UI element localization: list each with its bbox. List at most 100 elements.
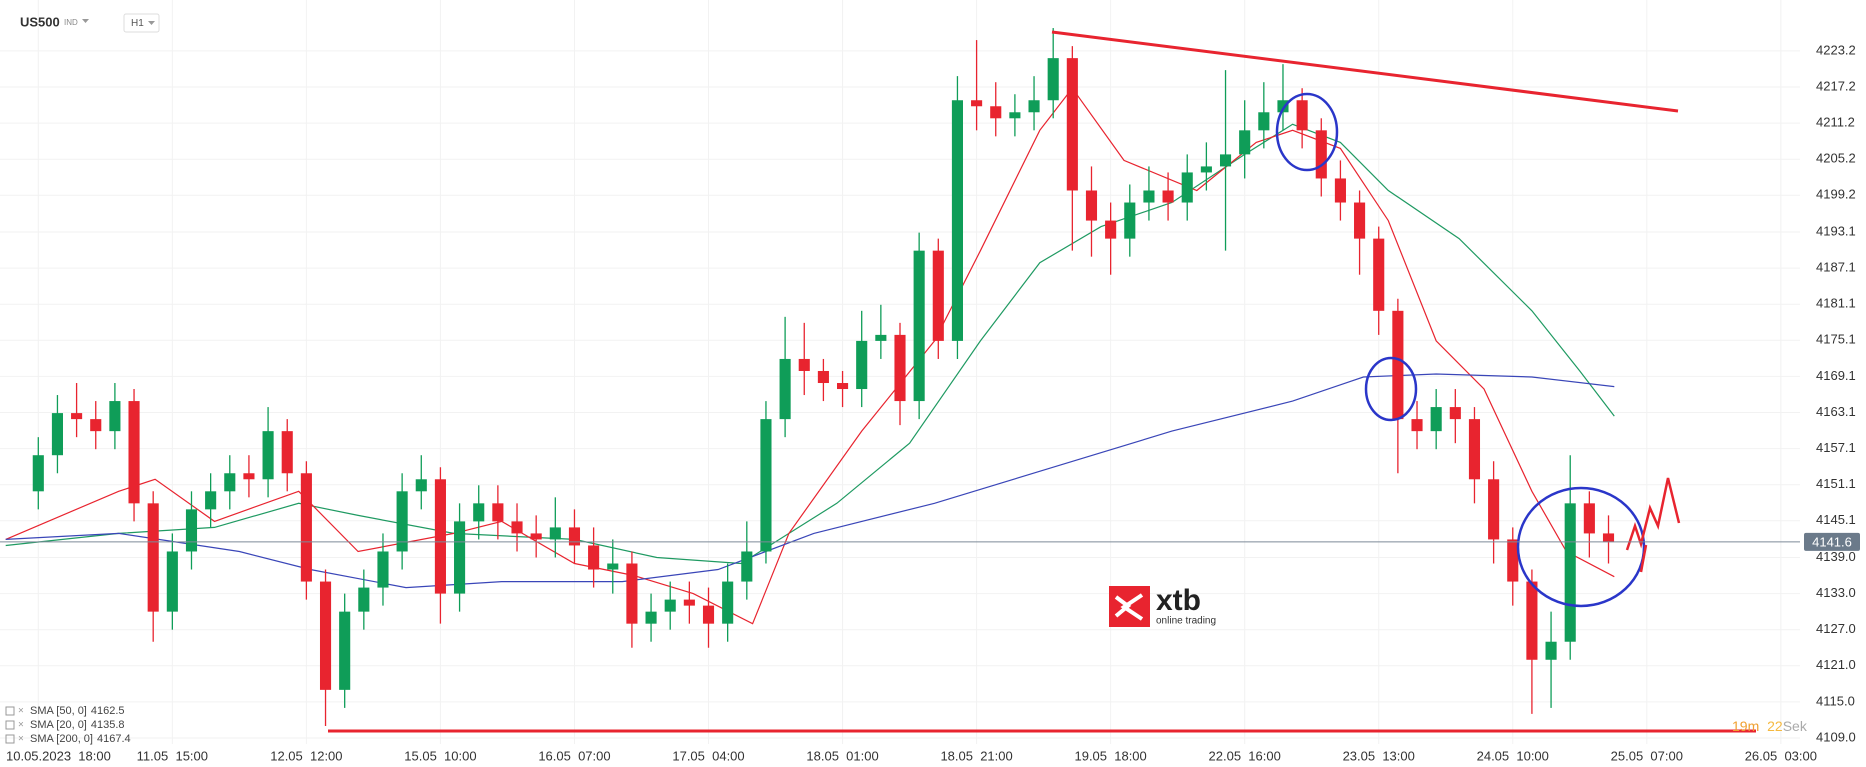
candle-body — [1028, 100, 1040, 113]
axes: 4109.0 4115.0 4121.0 4127.0 4133.0 4139.0 4145… — [6, 42, 1856, 763]
candle-body — [1583, 503, 1595, 534]
legend-name: SMA [50, 0] — [30, 705, 87, 717]
x-tick-label: 18.05 21:00 — [940, 748, 1012, 763]
x-tick-label: 23.05 13:00 — [1343, 748, 1415, 763]
candle-body — [932, 250, 944, 341]
y-tick-label: 4187.1 — [1816, 260, 1856, 275]
legend-close: × — [18, 734, 24, 745]
candle-body — [1085, 190, 1098, 221]
candle-body — [1009, 112, 1021, 119]
y-tick-label: 4223.2 — [1816, 42, 1856, 57]
countdown-unit: Sek — [1783, 718, 1808, 734]
moving-average-line — [5, 373, 1615, 589]
candle-body — [1373, 238, 1385, 311]
candle-body — [1392, 310, 1404, 420]
candle-body — [1411, 419, 1423, 432]
candle-body — [1449, 407, 1461, 420]
legend-value: 4135.8 — [91, 719, 125, 731]
y-tick-label: 4139.0 — [1816, 549, 1856, 564]
candle-body — [856, 340, 868, 390]
moving-average-line — [5, 123, 1615, 565]
price-tag: 4141.6 — [1804, 532, 1860, 551]
candle-body — [607, 563, 619, 570]
legend-value: 4162.5 — [91, 705, 125, 717]
candle-body — [817, 370, 829, 384]
candle-body — [1354, 202, 1366, 239]
y-tick-label: 4109.0 — [1816, 729, 1856, 744]
candle-body — [568, 527, 581, 546]
timeframe-button[interactable] — [123, 13, 160, 33]
y-tick-label: 4205.2 — [1816, 151, 1856, 166]
y-tick-label: 4115.0 — [1816, 693, 1855, 708]
y-tick-label: 4199.2 — [1816, 187, 1856, 202]
trend-line — [1051, 30, 1679, 113]
highlight-circle — [1516, 486, 1646, 608]
y-tick-label: 4163.1 — [1816, 404, 1856, 419]
candle-body — [262, 431, 274, 480]
candle-body — [71, 413, 83, 420]
legend-icon — [5, 734, 15, 744]
legend-close: × — [18, 720, 24, 731]
candle-body — [951, 100, 963, 341]
candle-body — [1545, 641, 1557, 660]
candle-body — [166, 551, 178, 612]
candle-body — [626, 563, 638, 624]
projection-scribble — [1625, 477, 1681, 551]
countdown-seconds: 22 — [1767, 718, 1783, 734]
timeframe[interactable]: H1 — [131, 18, 144, 29]
candle-body — [243, 473, 255, 480]
candle-body — [147, 503, 159, 612]
moving-averages — [5, 87, 1615, 625]
candle-body — [760, 419, 772, 552]
candle-body — [1488, 479, 1500, 540]
candle-body — [913, 250, 925, 402]
y-tick-label: 4175.1 — [1816, 332, 1856, 347]
candle-body — [1105, 220, 1117, 239]
x-tick-label: 16.05 07:00 — [538, 748, 610, 763]
legend-name: SMA [200, 0] — [30, 733, 93, 745]
candle-body — [1468, 419, 1481, 480]
price-tag-label: 4141.6 — [1812, 534, 1852, 549]
price-tag-bg — [1804, 532, 1860, 551]
candle-body — [90, 419, 102, 432]
candle-body — [1124, 202, 1136, 239]
candle-body — [51, 413, 63, 456]
x-tick-label: 15.05 10:00 — [404, 748, 476, 763]
y-tick-label: 4211.2 — [1816, 115, 1855, 130]
legend-entry: SMA [20, 0] 4135.8 — [30, 719, 125, 731]
y-tick-label: 4193.1 — [1816, 223, 1856, 238]
y-tick-label: 4169.1 — [1816, 368, 1856, 383]
candle-body — [1564, 503, 1576, 642]
candle-body — [1277, 100, 1289, 113]
candle-body — [588, 545, 600, 570]
y-tick-label: 4181.1 — [1816, 296, 1856, 311]
candle-body — [1258, 112, 1270, 131]
dropdown-arrow[interactable] — [148, 21, 155, 25]
logo: xtb online trading — [1109, 584, 1216, 627]
candle-body — [664, 599, 676, 612]
highlight-circle — [1275, 92, 1339, 172]
x-tick-label: 26.05 03:00 — [1745, 748, 1817, 763]
candle-body — [990, 106, 1002, 119]
legend-name: SMA [20, 0] — [30, 719, 87, 731]
candle-body — [1143, 190, 1155, 203]
candle-body — [1047, 58, 1059, 101]
candle-body — [1181, 172, 1193, 203]
countdown: 19m 22Sek — [1732, 718, 1808, 734]
dropdown-arrow[interactable] — [82, 19, 89, 23]
candle-body — [511, 521, 523, 534]
candle-body — [1296, 100, 1308, 131]
x-tick-label: 22.05 16:00 — [1209, 748, 1281, 763]
candle-body — [454, 521, 466, 594]
candle-body — [971, 100, 983, 107]
candle-body — [128, 401, 140, 504]
legend-close: × — [18, 706, 24, 717]
symbol[interactable]: US500 — [20, 14, 60, 29]
candle-body — [741, 551, 753, 582]
logo-text: xtb — [1156, 584, 1201, 617]
highlight-circle — [1364, 356, 1418, 422]
candle-body — [1315, 130, 1327, 179]
candle-body — [1200, 166, 1212, 173]
x-tick-label: 18.05 01:00 — [806, 748, 878, 763]
